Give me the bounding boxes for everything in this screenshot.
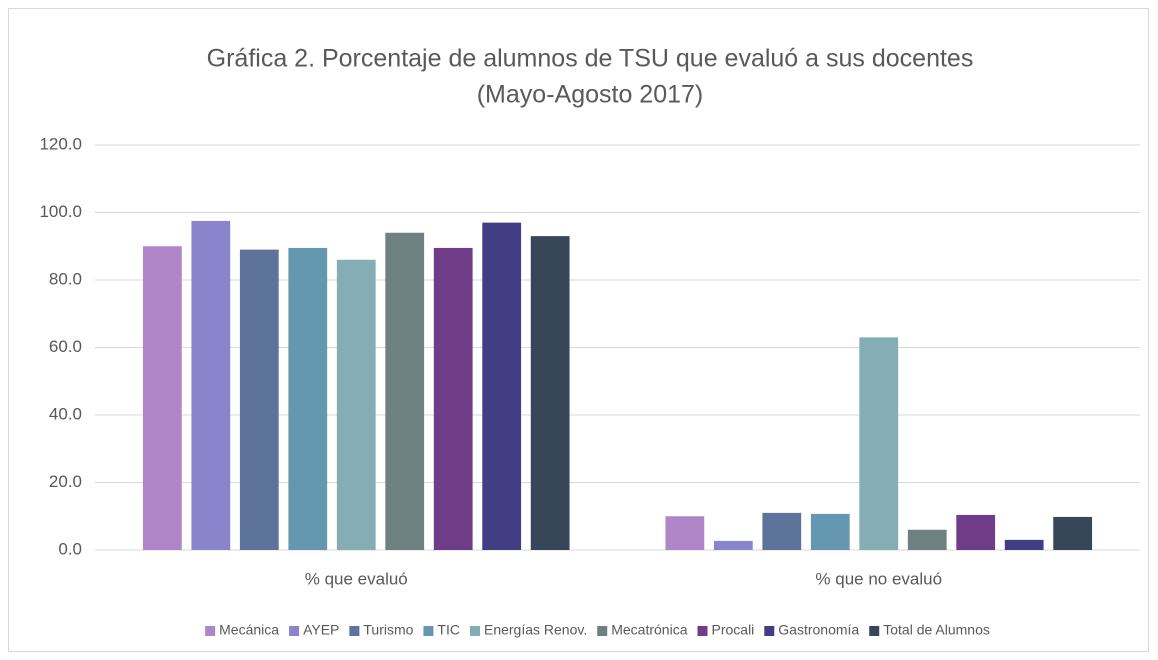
legend-label: AYEP [303,622,339,638]
legend-label: Total de Alumnos [883,622,990,638]
legend-swatch [423,626,434,636]
bar [907,529,947,550]
legend-swatch [469,626,480,636]
legend-label: Mecánica [219,622,279,638]
legend-swatch [597,626,608,636]
bar [713,540,753,550]
chart-title: (Mayo-Agosto 2017) [477,81,704,109]
legend-swatch [205,626,216,636]
bar [385,232,425,550]
bar [530,236,570,550]
bar [810,513,850,550]
legend-swatch [289,626,300,636]
bar [665,516,705,550]
y-tick-label: 80.0 [49,269,82,288]
legend-label: Mecatrónica [611,622,687,638]
legend-label: Procali [712,622,755,638]
legend-swatch [349,626,360,636]
legend-label: Energías Renov. [484,622,587,638]
bar [142,246,182,550]
bar [288,247,328,550]
legend-swatch [697,626,708,636]
bar [1004,539,1044,550]
bar [762,512,802,550]
bar [191,220,231,550]
y-tick-label: 0.0 [58,539,82,558]
bar [482,222,522,550]
bar [859,337,899,550]
y-tick-label: 100.0 [39,202,82,221]
x-tick-label: % que no evaluó [815,569,942,588]
legend-swatch [764,626,775,636]
bar [433,247,473,550]
legend-swatch [869,626,880,636]
chart-title: Gráfica 2. Porcentaje de alumnos de TSU … [207,45,974,73]
legend-label: TIC [437,622,460,638]
y-tick-label: 120.0 [39,134,82,153]
y-tick-label: 60.0 [49,337,82,356]
bar [239,249,279,550]
x-tick-label: % que evaluó [305,569,408,588]
legend-label: Turismo [363,622,413,638]
bar [956,514,996,550]
y-tick-label: 40.0 [49,404,82,423]
legend-label: Gastronomía [778,622,859,638]
bar [336,259,376,550]
y-tick-label: 20.0 [49,472,82,491]
bar [1053,516,1093,550]
